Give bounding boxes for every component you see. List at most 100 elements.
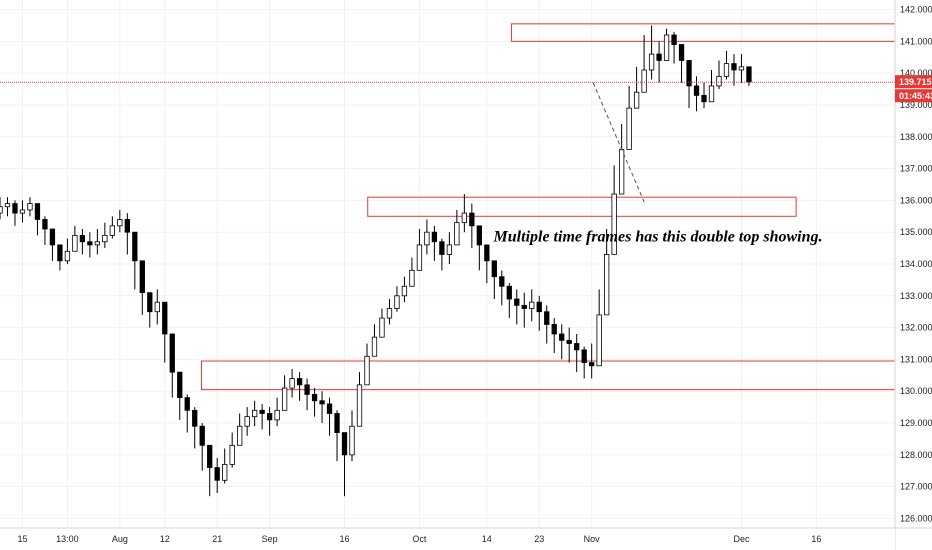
x-tick-label: 15 bbox=[17, 534, 27, 544]
candle-body bbox=[162, 301, 168, 335]
candle-body bbox=[641, 69, 647, 93]
candle-body bbox=[4, 203, 11, 208]
candle-body bbox=[64, 250, 71, 262]
candle-body bbox=[686, 60, 692, 87]
candle-body bbox=[371, 336, 378, 357]
candle-body bbox=[589, 362, 595, 367]
candle-body bbox=[259, 409, 265, 414]
y-tick-label: 137.000 bbox=[900, 164, 932, 174]
time-axis-background bbox=[0, 528, 895, 550]
candle-body bbox=[304, 384, 310, 395]
y-tick-label: 128.000 bbox=[900, 450, 932, 460]
candle-body bbox=[401, 285, 408, 297]
candle-body bbox=[731, 63, 737, 71]
y-tick-label: 129.000 bbox=[900, 418, 932, 428]
candle-body bbox=[154, 301, 160, 313]
candle-body bbox=[94, 241, 101, 246]
x-tick-label: Aug bbox=[112, 534, 128, 544]
candle-body bbox=[124, 219, 130, 233]
candle-body bbox=[723, 63, 730, 77]
candle-body bbox=[461, 212, 467, 224]
candle-body bbox=[678, 44, 685, 61]
candle-body bbox=[184, 397, 190, 411]
x-tick-label: 13:00 bbox=[56, 534, 79, 544]
candle-body bbox=[169, 333, 175, 373]
candle-body bbox=[341, 432, 348, 456]
candle-body bbox=[394, 295, 400, 309]
candle-body bbox=[244, 416, 250, 427]
candle-body bbox=[738, 66, 745, 71]
candle-body bbox=[49, 228, 56, 246]
candle-body bbox=[499, 276, 505, 287]
candle-body bbox=[251, 409, 258, 418]
candle-body bbox=[484, 244, 490, 262]
candle-body bbox=[656, 53, 662, 61]
y-tick-label: 141.000 bbox=[900, 36, 932, 46]
candle-body bbox=[596, 314, 602, 367]
candle-body bbox=[34, 203, 41, 220]
candle-body bbox=[648, 53, 655, 71]
candle-body bbox=[19, 209, 26, 214]
candle-body bbox=[626, 107, 632, 150]
candle-body bbox=[296, 378, 303, 386]
y-tick-label: 138.000 bbox=[900, 132, 932, 142]
candle-body bbox=[551, 324, 557, 335]
candle-body bbox=[529, 301, 535, 309]
middle-zone[interactable] bbox=[367, 196, 797, 217]
candle-body bbox=[491, 260, 497, 278]
candle-body bbox=[349, 425, 355, 456]
candle-body bbox=[0, 206, 3, 214]
x-tick-label: 16 bbox=[340, 534, 350, 544]
candle-body bbox=[356, 384, 363, 427]
projection-trend-line[interactable] bbox=[592, 82, 646, 204]
price-tags: 139.715 01:45:43 bbox=[895, 75, 932, 103]
candle-body bbox=[222, 463, 228, 481]
candle-body bbox=[147, 292, 153, 313]
candle-body bbox=[431, 231, 438, 243]
candle-body bbox=[386, 308, 393, 319]
countdown-value: 01:45:43 bbox=[899, 91, 932, 101]
candle-body bbox=[446, 244, 453, 255]
candle-body bbox=[199, 425, 205, 446]
candle-body bbox=[416, 244, 423, 271]
candle-body bbox=[409, 269, 415, 287]
x-tick-label: Sep bbox=[262, 534, 278, 544]
x-tick-label: Oct bbox=[412, 534, 427, 544]
x-tick-label: Nov bbox=[584, 534, 601, 544]
candle-body bbox=[476, 225, 482, 246]
candle-body bbox=[87, 241, 93, 246]
candle-body bbox=[334, 413, 340, 433]
x-tick-label: 21 bbox=[212, 534, 222, 544]
last-price-tag bbox=[895, 75, 932, 89]
candle-body bbox=[379, 317, 385, 338]
candle-body bbox=[559, 333, 565, 341]
x-tick-label: 14 bbox=[482, 534, 492, 544]
annotation-text[interactable]: Multiple time frames has this double top… bbox=[493, 229, 823, 246]
x-tick-label: 23 bbox=[534, 534, 544, 544]
candle-body bbox=[581, 349, 587, 364]
candle-body bbox=[237, 425, 243, 446]
candle-body bbox=[544, 311, 550, 325]
y-tick-label: 127.000 bbox=[900, 482, 932, 492]
time-axis[interactable]: 15 13:00 Aug 12 21 Sep 16 Oct 14 23 Nov Dec 16 bbox=[0, 527, 932, 550]
y-tick-label: 126.000 bbox=[900, 513, 932, 523]
candle-body bbox=[289, 378, 295, 389]
x-tick-label: 12 bbox=[160, 534, 170, 544]
y-tick-label: 132.000 bbox=[900, 323, 932, 333]
candle-body bbox=[281, 387, 288, 411]
candle-body bbox=[326, 403, 333, 414]
y-tick-label: 133.000 bbox=[900, 291, 932, 301]
x-tick-label: Dec bbox=[733, 534, 750, 544]
candle-body bbox=[424, 231, 430, 246]
last-price-value: 139.715 bbox=[899, 77, 932, 87]
candle-body bbox=[102, 234, 108, 243]
candle-body bbox=[27, 203, 33, 211]
y-tick-label: 140.000 bbox=[900, 68, 932, 78]
candle-body bbox=[506, 285, 512, 300]
candle-body bbox=[716, 75, 722, 87]
y-tick-label: 142.000 bbox=[900, 5, 932, 15]
candle-body bbox=[177, 371, 183, 398]
candle-body bbox=[663, 34, 670, 61]
